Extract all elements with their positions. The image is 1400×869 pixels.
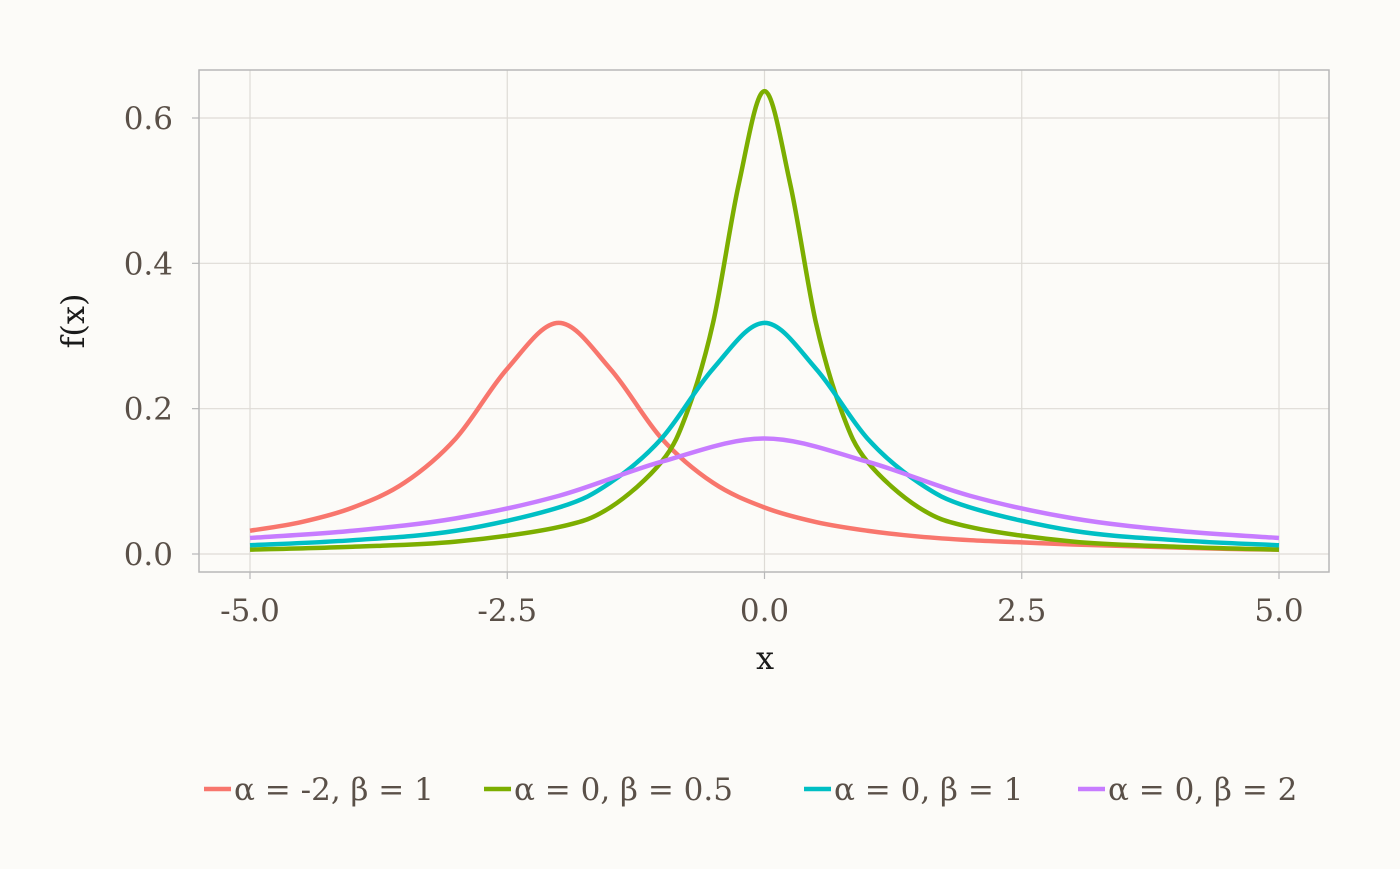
x-tick-label: -2.5: [477, 593, 537, 629]
y-tick-label: 0.4: [124, 246, 173, 282]
legend-label: α = 0, β = 2: [1108, 772, 1297, 808]
legend-item-3: α = 0, β = 1: [804, 772, 1023, 808]
x-tick-label: 2.5: [997, 593, 1046, 629]
series-line-4: [249, 436, 1280, 541]
legend-item-2: α = 0, β = 0.5: [484, 772, 733, 808]
legend-item-1: α = -2, β = 1: [204, 772, 434, 808]
grid-layer: [199, 70, 1329, 572]
x-tick-label: 0.0: [740, 593, 789, 629]
legend: α = -2, β = 1 α = 0, β = 0.5 α = 0, β = 1 α…: [204, 772, 1297, 808]
legend-label: α = -2, β = 1: [234, 772, 434, 808]
y-axis-title: f(x): [54, 294, 92, 349]
x-tick-label: 5.0: [1254, 593, 1303, 629]
y-tick-label: 0.6: [124, 101, 173, 137]
tick-layer: -5.0 -2.5 0.0 2.5 5.0 0.0 0.2 0.4 0.6: [124, 101, 1304, 629]
x-axis-title: x: [756, 639, 774, 677]
series-line-3: [249, 320, 1280, 548]
x-tick-label: -5.0: [220, 593, 280, 629]
y-tick-label: 0.0: [124, 537, 173, 573]
series-line-2: [249, 88, 1280, 552]
legend-label: α = 0, β = 0.5: [514, 772, 733, 808]
legend-item-4: α = 0, β = 2: [1078, 772, 1297, 808]
legend-label: α = 0, β = 1: [834, 772, 1023, 808]
series-layer: [249, 88, 1280, 552]
y-tick-label: 0.2: [124, 392, 173, 428]
